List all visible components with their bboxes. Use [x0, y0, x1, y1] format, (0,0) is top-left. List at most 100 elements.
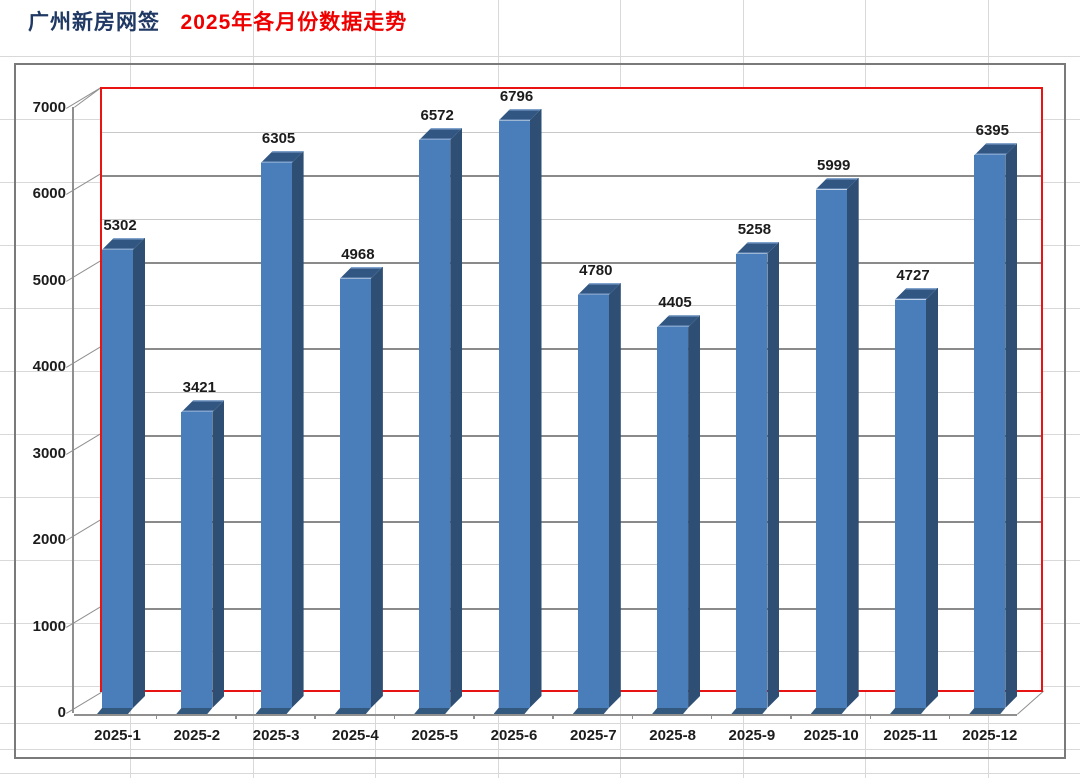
x-tick-label: 2025-8	[649, 727, 696, 744]
gridline-major	[102, 607, 1041, 610]
category-axis-tick	[393, 714, 396, 719]
bar-value-label: 4405	[658, 294, 692, 312]
bar-top-face	[419, 128, 463, 140]
bar-top-face	[895, 287, 938, 300]
category-axis-tick	[235, 714, 237, 719]
bar-top-face	[181, 400, 225, 413]
x-tick-label: 2025-11	[883, 727, 938, 744]
x-tick-label: 2025-6	[490, 727, 538, 744]
bar	[895, 299, 926, 708]
category-axis-tick	[155, 714, 158, 719]
bar-value-label: 5258	[737, 220, 772, 238]
bar-value-label: 5999	[817, 156, 851, 174]
chart-title: 广州新房网签 2025年各月份数据走势	[28, 6, 407, 36]
bar	[260, 163, 292, 708]
sheet-row-line	[0, 56, 1080, 57]
bar-side-face	[846, 177, 859, 708]
bar-value-label: 4780	[579, 261, 613, 279]
bar-bottom-bevel	[414, 708, 451, 714]
bar-top-face	[577, 282, 621, 295]
x-tick-label: 2025-2	[173, 727, 221, 744]
category-axis-tick	[710, 714, 713, 719]
gridline-major	[102, 175, 1041, 178]
bar-side-face	[450, 128, 463, 708]
bar-side-face	[608, 282, 621, 708]
y-tick-label: 3000	[32, 444, 66, 462]
bar-side-face	[1005, 143, 1018, 708]
bar	[974, 155, 1006, 708]
bar-side-face	[291, 151, 304, 708]
y-tick-label: 7000	[32, 99, 66, 116]
bar-side-face	[212, 400, 225, 708]
sheet-row-line	[0, 723, 1080, 724]
bar	[181, 412, 213, 708]
gridline-minor	[102, 218, 1041, 220]
category-axis-tick	[631, 714, 634, 719]
bar-side-face	[529, 108, 542, 708]
category-axis-tick	[473, 714, 475, 719]
category-axis-tick	[552, 714, 554, 719]
bar-value-label: 4968	[341, 245, 375, 263]
bar	[419, 140, 451, 708]
category-axis-line	[74, 714, 1017, 716]
bar	[102, 249, 133, 708]
bar-value-label: 6796	[499, 87, 534, 105]
y-tick-label: 1000	[32, 617, 66, 635]
bar-bottom-bevel	[572, 708, 609, 714]
bar	[339, 278, 371, 708]
bar-bottom-bevel	[255, 708, 292, 714]
y-tick-label: 2000	[32, 531, 66, 549]
bar-side-face	[767, 241, 780, 708]
bar-side-face	[688, 315, 701, 708]
x-tick-label: 2025-12	[962, 727, 1018, 744]
category-axis-tick	[948, 714, 951, 719]
bar-value-label: 5302	[103, 216, 137, 234]
bar-value-label: 3421	[182, 379, 216, 397]
bar-bottom-bevel	[969, 708, 1006, 714]
bar-bottom-bevel	[176, 708, 213, 714]
bar-top-face	[102, 237, 145, 250]
gridline-minor	[102, 564, 1041, 566]
x-tick-label: 2025-5	[411, 727, 459, 744]
bar-value-label: 6395	[975, 122, 1009, 140]
bar-top-face	[974, 143, 1018, 156]
gridline-major	[102, 261, 1041, 264]
bar	[498, 120, 530, 708]
y-tick-label: 0	[57, 704, 66, 721]
chart-area-border	[14, 63, 1066, 759]
bar	[657, 327, 689, 708]
bar	[736, 253, 768, 708]
chart-title-secondary: 2025年各月份数据走势	[180, 11, 408, 34]
bar-value-label: 4727	[896, 266, 930, 284]
bar-top-face	[815, 177, 859, 190]
y-tick-label: 4000	[32, 358, 66, 376]
category-axis-tick	[314, 714, 316, 719]
x-tick-label: 2025-3	[252, 727, 300, 744]
gridline-major	[102, 521, 1041, 524]
x-tick-label: 2025-1	[94, 727, 141, 744]
bar	[815, 189, 847, 708]
category-axis-tick	[790, 714, 792, 719]
sheet-row-line	[0, 749, 1080, 750]
bar-side-face	[133, 237, 145, 708]
bar-side-face	[926, 287, 938, 708]
gridline-minor	[102, 132, 1041, 134]
chart-title-primary: 广州新房网签	[28, 11, 160, 34]
bar-top-face	[498, 108, 542, 121]
bar-bottom-bevel	[652, 708, 689, 714]
bar-value-label: 6572	[420, 107, 454, 124]
x-tick-label: 2025-10	[803, 727, 859, 744]
bar-bottom-bevel	[890, 708, 926, 714]
bar-bottom-bevel	[493, 708, 530, 714]
x-tick-label: 2025-9	[728, 727, 776, 744]
bar-top-face	[657, 315, 701, 328]
bar-top-face	[736, 241, 780, 254]
y-tick-label: 5000	[32, 271, 66, 289]
gridline-major	[102, 434, 1041, 437]
bar-bottom-bevel	[334, 708, 371, 714]
bar-value-label: 6305	[261, 130, 296, 148]
sheet-row-line	[0, 773, 1080, 774]
bar	[577, 294, 609, 708]
x-tick-label: 2025-7	[569, 727, 617, 744]
